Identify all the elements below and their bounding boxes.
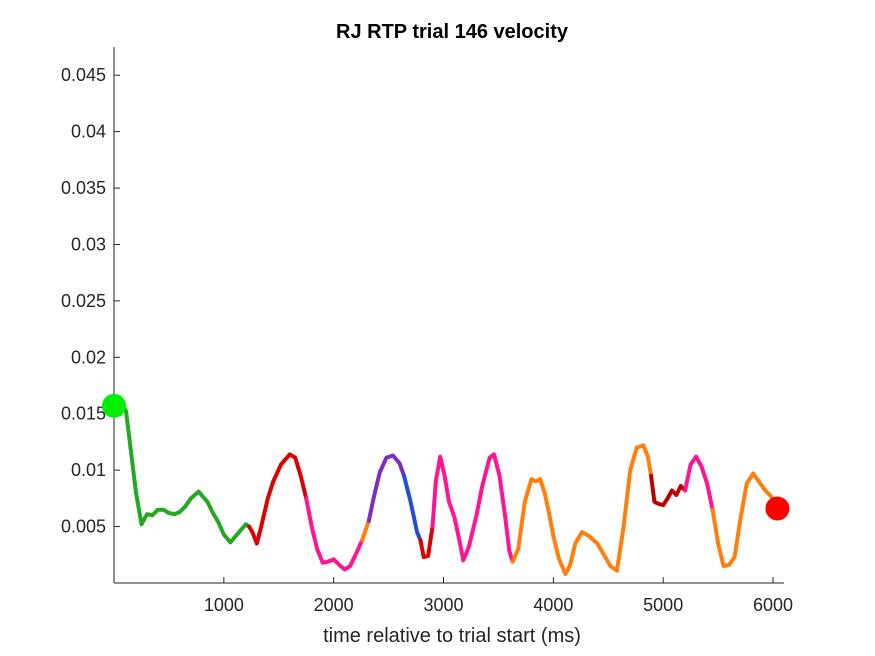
velocity-segment [112, 399, 252, 545]
x-tick-label: 6000 [753, 595, 793, 615]
velocity-segment [649, 473, 688, 508]
plot-markers [102, 393, 790, 521]
x-axis-label: time relative to trial start (ms) [323, 625, 581, 647]
velocity-segment [430, 452, 515, 564]
y-tick-label: 0.015 [61, 404, 106, 424]
start-marker [102, 393, 126, 418]
x-tick-label: 4000 [533, 595, 573, 615]
y-tick-label: 0.03 [71, 234, 106, 254]
y-tick-label: 0.025 [61, 291, 106, 311]
velocity-segment [360, 518, 371, 543]
y-tick-label: 0.01 [71, 460, 106, 480]
velocity-segment [366, 453, 406, 523]
plot-lines [112, 399, 780, 576]
velocity-segment [710, 471, 780, 569]
y-tick-label: 0.005 [61, 517, 106, 537]
y-tick-label: 0.035 [61, 178, 106, 198]
velocity-segment [402, 473, 423, 543]
velocity-segment [271, 452, 309, 501]
chart-title: RJ RTP trial 146 velocity [336, 21, 569, 43]
y-tick-label: 0.04 [71, 122, 106, 142]
velocity-segment [247, 479, 276, 546]
velocity-segment [510, 443, 654, 576]
end-marker [765, 496, 790, 521]
x-tick-label: 5000 [643, 595, 683, 615]
y-tick-label: 0.045 [61, 65, 106, 85]
velocity-segment [683, 454, 715, 512]
velocity-segment [418, 524, 435, 559]
velocity-segment [304, 496, 365, 572]
x-tick-label: 2000 [314, 595, 354, 615]
plot-axes: 1000 2000 3000 4000 5000 6000 0.005 0.01 0.015 0.… [61, 47, 793, 615]
y-tick-label: 0.02 [71, 347, 106, 367]
x-tick-label: 3000 [423, 595, 463, 615]
x-tick-label: 1000 [204, 595, 244, 615]
